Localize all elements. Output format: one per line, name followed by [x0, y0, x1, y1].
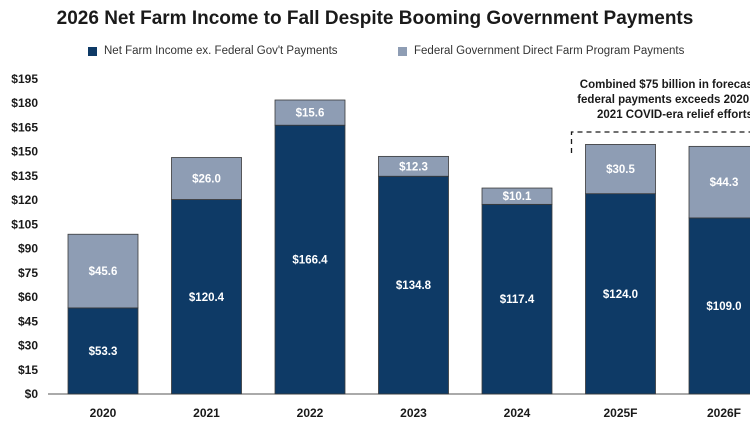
- bar-gov-payments: [378, 155, 449, 177]
- y-tick-label: $0: [25, 387, 39, 401]
- legend-swatch-net-income: [88, 46, 97, 56]
- data-label: $26.0: [192, 174, 221, 186]
- y-tick-label: $30: [18, 339, 38, 353]
- bar-net-income: [688, 217, 750, 395]
- x-tick-label: 2024: [504, 406, 531, 420]
- annotation-callout: Combined $75 billion in forecasted feder…: [560, 78, 750, 123]
- y-tick-label: $150: [11, 145, 38, 159]
- bar-gov-payments: [171, 157, 242, 200]
- data-label: $109.0: [706, 301, 741, 313]
- annotation-line: 2021 COVID-era relief efforts: [597, 109, 750, 121]
- data-label: $124.0: [603, 289, 638, 301]
- bar-net-income: [67, 307, 139, 395]
- y-tick-label: $195: [11, 72, 38, 86]
- y-tick-label: $60: [18, 290, 38, 304]
- y-tick-label: $105: [11, 217, 38, 231]
- data-label: $12.3: [399, 161, 428, 173]
- x-tick-label: 2023: [400, 406, 427, 420]
- bar-net-income: [378, 175, 449, 395]
- data-label: $166.4: [292, 255, 328, 267]
- y-tick-label: $120: [11, 193, 38, 207]
- annotation-line: federal payments exceeds 2020 and: [577, 94, 750, 106]
- y-tick-label: $180: [11, 96, 38, 110]
- bar-net-income: [481, 203, 553, 395]
- data-label: $117.4: [500, 294, 535, 306]
- data-label: $10.1: [503, 191, 532, 203]
- legend-label-gov-payments: Federal Government Direct Farm Program P…: [414, 45, 685, 57]
- data-label: $53.3: [89, 346, 118, 358]
- x-tick-label: 2021: [193, 406, 220, 420]
- data-label: $120.4: [189, 292, 225, 304]
- y-tick-label: $135: [11, 169, 38, 183]
- data-label: $30.5: [606, 164, 635, 176]
- y-tick-label: $90: [18, 242, 38, 256]
- x-tick-label: 2025F: [603, 406, 637, 420]
- bar-gov-payments: [481, 187, 553, 205]
- data-label: $134.8: [396, 280, 432, 292]
- bar-gov-payments: [688, 145, 750, 219]
- legend-item-gov-payments: Federal Government Direct Farm Program P…: [398, 45, 684, 57]
- y-tick-label: $45: [18, 314, 38, 328]
- annotation-bracket: [570, 131, 750, 153]
- legend-swatch-gov-payments: [398, 46, 407, 56]
- x-tick-label: 2022: [297, 406, 324, 420]
- legend-label-net-income: Net Farm Income ex. Federal Gov't Paymen…: [104, 45, 338, 57]
- y-tick-label: $75: [18, 266, 38, 280]
- legend-item-net-income: Net Farm Income ex. Federal Gov't Paymen…: [88, 45, 338, 57]
- bar-gov-payments: [274, 99, 346, 126]
- bar-gov-payments: [67, 233, 139, 309]
- y-tick-label: $165: [11, 120, 38, 134]
- annotation-line: Combined $75 billion in forecasted: [579, 79, 750, 91]
- x-tick-label: 2020: [90, 406, 117, 420]
- data-label: $44.3: [710, 177, 739, 189]
- data-label: $45.6: [89, 266, 118, 278]
- data-label: $15.6: [296, 108, 325, 120]
- bar-net-income: [585, 193, 656, 395]
- bar-gov-payments: [585, 144, 656, 195]
- y-tick-label: $15: [18, 363, 38, 377]
- x-tick-label: 2026F: [707, 406, 741, 420]
- chart-title: 2026 Net Farm Income to Fall Despite Boo…: [56, 8, 694, 29]
- bar-net-income: [274, 124, 346, 395]
- bar-net-income: [171, 199, 242, 395]
